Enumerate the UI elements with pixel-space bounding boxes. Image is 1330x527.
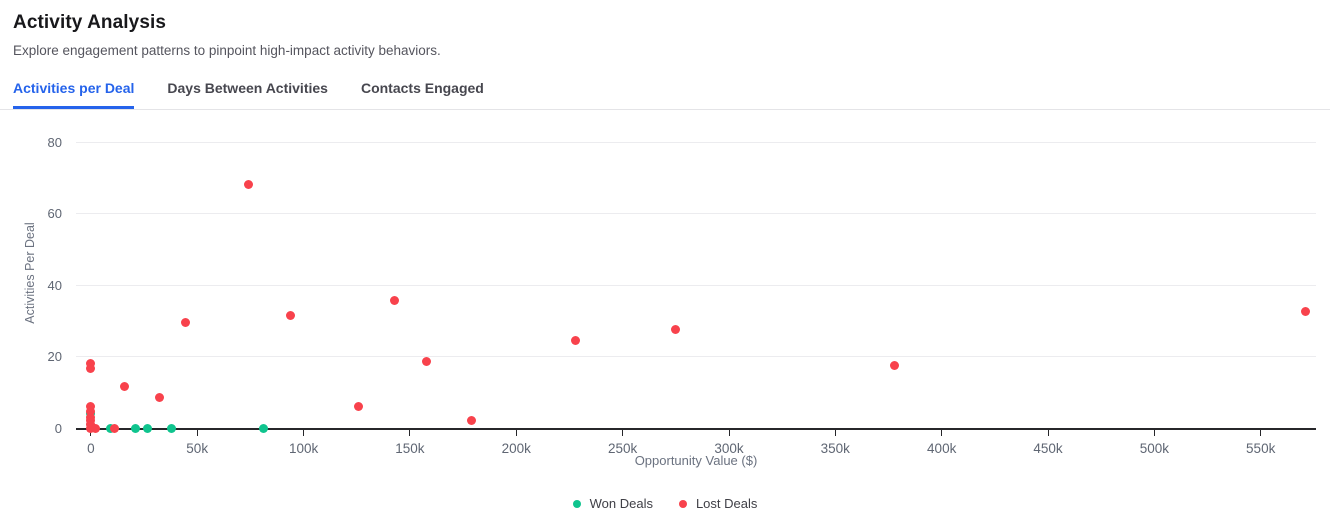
x-tick-label: 150k bbox=[395, 441, 425, 456]
x-tick-label: 50k bbox=[186, 441, 209, 456]
x-tick-label: 0 bbox=[87, 441, 95, 456]
data-point-lost-deals[interactable] bbox=[243, 180, 253, 189]
data-point-lost-deals[interactable] bbox=[467, 416, 477, 426]
y-tick-label: 80 bbox=[47, 134, 62, 150]
y-tick-label: 0 bbox=[54, 421, 62, 436]
data-point-won-deals[interactable] bbox=[142, 423, 152, 433]
x-tick-label: 400k bbox=[927, 441, 957, 456]
y-tick-label: 20 bbox=[47, 349, 62, 365]
x-tick-label: 500k bbox=[1139, 441, 1170, 456]
page-header: Activity Analysis Explore engagement pat… bbox=[13, 12, 441, 58]
legend-label: Won Deals bbox=[589, 496, 653, 511]
data-point-lost-deals[interactable] bbox=[671, 325, 681, 334]
x-tick-mark bbox=[409, 429, 411, 436]
x-tick-mark bbox=[196, 429, 198, 436]
data-point-lost-deals[interactable] bbox=[86, 364, 96, 374]
x-tick-mark bbox=[1153, 429, 1155, 436]
data-point-lost-deals[interactable] bbox=[154, 393, 164, 403]
x-tick-mark bbox=[1260, 429, 1262, 436]
tab-bar: Activities per Deal Days Between Activit… bbox=[0, 78, 1330, 110]
won-deals-dot-icon bbox=[572, 499, 581, 508]
tab-contacts-engaged[interactable]: Contacts Engaged bbox=[361, 78, 484, 109]
legend-label: Lost Deals bbox=[695, 496, 758, 511]
tab-days-between-activities[interactable]: Days Between Activities bbox=[167, 78, 328, 109]
gridline bbox=[76, 213, 1316, 215]
scatter-chart: Activities Per Deal Opportunity Value ($… bbox=[0, 108, 1330, 527]
x-axis-title: Opportunity Value ($) bbox=[634, 453, 758, 468]
x-tick-label: 300k bbox=[714, 441, 744, 456]
data-point-won-deals[interactable] bbox=[167, 423, 177, 433]
chart-legend: Won Deals Lost Deals bbox=[0, 496, 1330, 511]
x-tick-mark bbox=[90, 429, 92, 436]
x-tick-label: 200k bbox=[501, 441, 531, 456]
legend-item-won-deals[interactable]: Won Deals bbox=[572, 496, 653, 511]
x-tick-label: 350k bbox=[820, 441, 850, 456]
data-point-lost-deals[interactable] bbox=[890, 360, 900, 370]
gridline bbox=[76, 141, 1316, 143]
data-point-lost-deals[interactable] bbox=[389, 296, 399, 306]
data-point-lost-deals[interactable] bbox=[86, 402, 96, 411]
data-point-lost-deals[interactable] bbox=[120, 382, 130, 392]
y-tick-label: 40 bbox=[47, 277, 62, 293]
tab-activities-per-deal[interactable]: Activities per Deal bbox=[13, 78, 135, 109]
x-tick-mark bbox=[834, 429, 836, 436]
data-point-lost-deals[interactable] bbox=[422, 357, 432, 367]
data-point-lost-deals[interactable] bbox=[86, 359, 96, 368]
x-tick-mark bbox=[515, 429, 517, 436]
data-point-lost-deals[interactable] bbox=[571, 335, 581, 345]
x-tick-mark bbox=[622, 429, 624, 436]
data-point-lost-deals[interactable] bbox=[109, 423, 119, 433]
y-axis-title: Activities Per Deal bbox=[23, 222, 37, 324]
page-subtitle: Explore engagement patterns to pinpoint … bbox=[13, 43, 441, 58]
x-tick-mark bbox=[728, 429, 730, 436]
data-point-lost-deals[interactable] bbox=[86, 407, 96, 417]
x-tick-label: 550k bbox=[1246, 441, 1276, 456]
x-tick-mark bbox=[941, 429, 943, 436]
legend-item-lost-deals[interactable]: Lost Deals bbox=[678, 496, 758, 511]
y-tick-label: 60 bbox=[47, 206, 62, 222]
x-tick-mark bbox=[1047, 429, 1049, 436]
gridline bbox=[76, 356, 1316, 358]
data-point-won-deals[interactable] bbox=[258, 423, 268, 433]
data-point-lost-deals[interactable] bbox=[286, 310, 296, 320]
data-point-won-deals[interactable] bbox=[131, 423, 141, 433]
x-tick-label: 250k bbox=[607, 441, 638, 456]
data-point-lost-deals[interactable] bbox=[90, 423, 100, 433]
data-point-lost-deals[interactable] bbox=[181, 317, 190, 327]
lost-deals-dot-icon bbox=[678, 499, 687, 508]
data-point-lost-deals[interactable] bbox=[1300, 307, 1310, 317]
page-title: Activity Analysis bbox=[13, 12, 167, 33]
x-axis-line bbox=[76, 428, 1316, 430]
x-tick-mark bbox=[303, 429, 305, 436]
data-point-lost-deals[interactable] bbox=[354, 402, 364, 411]
x-tick-label: 100k bbox=[288, 441, 319, 456]
gridline bbox=[76, 284, 1316, 286]
x-tick-label: 450k bbox=[1033, 441, 1063, 456]
